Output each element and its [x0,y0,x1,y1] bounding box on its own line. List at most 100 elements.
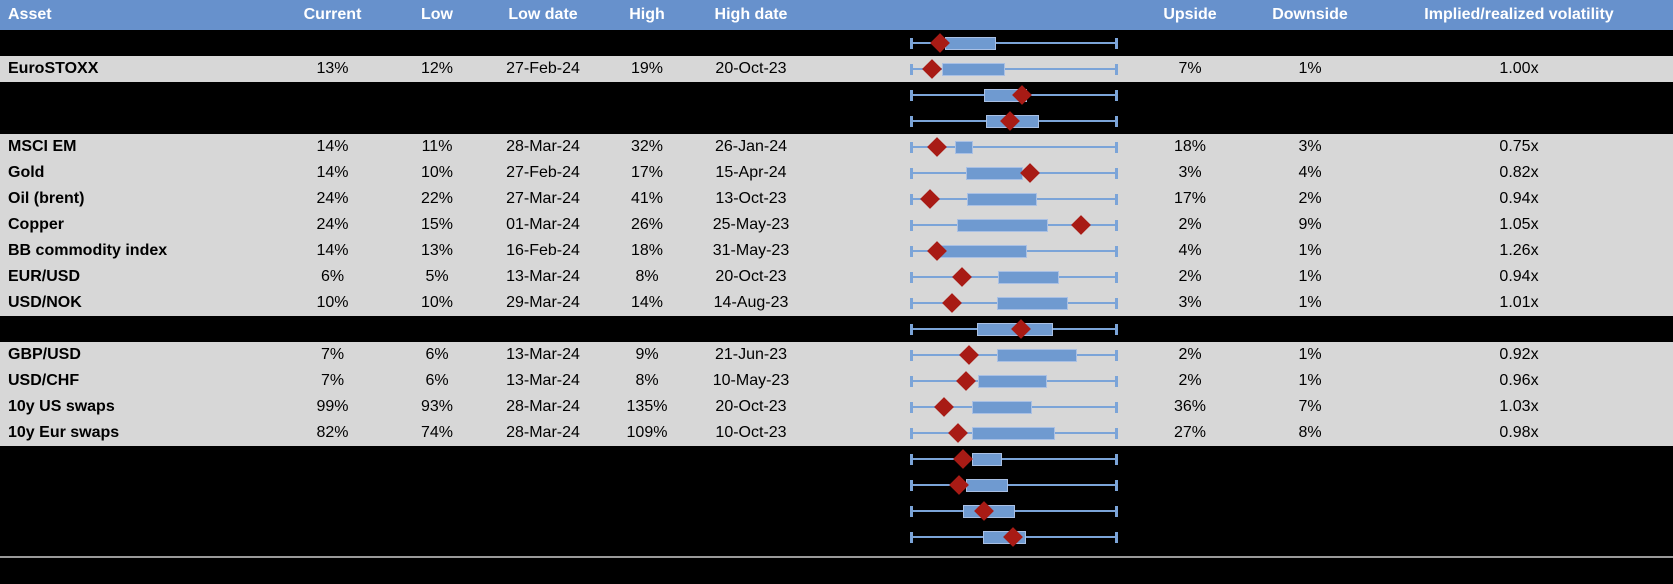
boxplot-cell[interactable] [800,342,1125,368]
cell-implied_realized[interactable] [1365,108,1673,134]
boxplot-cell[interactable] [800,524,1125,550]
cell-high_date[interactable]: 10-Oct-23 [715,424,787,441]
header-cell-downside[interactable]: Downside [1272,6,1348,23]
cell-asset[interactable] [0,472,285,498]
header-cell-current[interactable]: Current [303,6,362,23]
cell-low_date[interactable]: 01-Mar-24 [506,216,580,233]
cell-low_date[interactable] [494,524,592,550]
cell-high_date[interactable]: 20-Oct-23 [715,268,787,285]
cell-current[interactable]: 24% [316,216,349,233]
cell-upside[interactable]: 2% [1178,268,1202,285]
cell-implied_realized[interactable] [1365,524,1673,550]
cell-downside[interactable]: 1% [1298,346,1322,363]
cell-upside[interactable]: 36% [1173,398,1207,415]
cell-low_date[interactable]: 27-Feb-24 [506,60,580,77]
cell-high_date[interactable]: 21-Jun-23 [714,346,788,363]
cell-upside[interactable]: 18% [1173,138,1207,155]
cell-upside[interactable]: 2% [1178,372,1202,389]
cell-low_date[interactable] [494,30,592,56]
cell-implied_realized[interactable]: 0.75x [1499,138,1539,155]
boxplot-cell[interactable] [800,30,1125,56]
cell-low_date[interactable]: 28-Mar-24 [506,424,580,441]
cell-low_date[interactable]: 13-Mar-24 [506,346,580,363]
cell-low_date[interactable]: 28-Mar-24 [506,138,580,155]
cell-low[interactable] [380,316,494,342]
cell-upside[interactable] [1125,524,1255,550]
cell-low[interactable] [380,30,494,56]
cell-high[interactable] [592,472,702,498]
cell-current[interactable]: 7% [320,346,345,363]
boxplot-cell[interactable] [800,186,1125,212]
boxplot-cell[interactable] [800,56,1125,82]
cell-asset[interactable]: USD/NOK [8,294,82,311]
boxplot-cell[interactable] [800,290,1125,316]
cell-low_date[interactable] [494,316,592,342]
cell-upside[interactable] [1125,446,1255,472]
cell-upside[interactable] [1125,472,1255,498]
cell-current[interactable] [285,82,380,108]
cell-high_date[interactable]: 10-May-23 [712,372,790,389]
cell-low_date[interactable]: 27-Feb-24 [506,164,580,181]
cell-high[interactable] [592,316,702,342]
cell-downside[interactable]: 8% [1298,424,1322,441]
cell-downside[interactable]: 2% [1298,190,1322,207]
cell-low[interactable]: 5% [425,268,449,285]
cell-downside[interactable] [1255,108,1365,134]
cell-upside[interactable]: 3% [1178,294,1202,311]
cell-downside[interactable]: 3% [1298,138,1322,155]
cell-low_date[interactable] [494,446,592,472]
cell-implied_realized[interactable]: 0.82x [1499,164,1539,181]
cell-upside[interactable]: 3% [1178,164,1202,181]
boxplot-cell[interactable] [800,394,1125,420]
boxplot-cell[interactable] [800,264,1125,290]
cell-current[interactable] [285,30,380,56]
boxplot-cell[interactable] [800,368,1125,394]
cell-implied_realized[interactable]: 0.92x [1499,346,1539,363]
cell-upside[interactable]: 2% [1178,216,1202,233]
cell-downside[interactable]: 4% [1298,164,1322,181]
cell-implied_realized[interactable] [1365,446,1673,472]
cell-upside[interactable]: 4% [1178,242,1202,259]
cell-implied_realized[interactable] [1365,472,1673,498]
cell-high[interactable] [592,498,702,524]
cell-implied_realized[interactable] [1365,498,1673,524]
cell-high_date[interactable]: 13-Oct-23 [715,190,787,207]
cell-implied_realized[interactable]: 0.98x [1499,424,1539,441]
cell-current[interactable]: 14% [316,242,349,259]
cell-asset[interactable]: MSCI EM [8,138,77,155]
cell-low[interactable]: 74% [420,424,454,441]
cell-downside[interactable]: 9% [1298,216,1322,233]
header-cell-implied_realized[interactable]: Implied/realized volatility [1424,6,1614,23]
cell-implied_realized[interactable]: 0.96x [1499,372,1539,389]
cell-low_date[interactable]: 13-Mar-24 [506,372,580,389]
cell-asset[interactable] [0,82,285,108]
cell-current[interactable]: 10% [316,294,349,311]
cell-high[interactable]: 26% [630,216,664,233]
cell-asset[interactable]: 10y Eur swaps [8,424,120,441]
cell-asset[interactable]: EUR/USD [8,268,81,285]
cell-low[interactable]: 10% [420,294,454,311]
cell-low_date[interactable]: 28-Mar-24 [506,398,580,415]
cell-asset[interactable] [0,498,285,524]
cell-asset[interactable]: GBP/USD [8,346,81,363]
cell-high_date[interactable] [702,524,800,550]
cell-upside[interactable] [1125,316,1255,342]
cell-low_date[interactable] [494,108,592,134]
cell-low[interactable]: 15% [420,216,454,233]
cell-implied_realized[interactable]: 1.05x [1499,216,1539,233]
cell-downside[interactable] [1255,472,1365,498]
cell-current[interactable] [285,498,380,524]
cell-downside[interactable]: 1% [1298,60,1322,77]
cell-high_date[interactable] [702,82,800,108]
cell-implied_realized[interactable] [1365,82,1673,108]
cell-asset[interactable] [0,446,285,472]
cell-low[interactable] [380,108,494,134]
cell-upside[interactable]: 27% [1173,424,1207,441]
cell-downside[interactable]: 1% [1298,372,1322,389]
cell-high[interactable]: 8% [635,268,659,285]
cell-low[interactable]: 22% [420,190,454,207]
cell-current[interactable]: 7% [320,372,345,389]
cell-low[interactable]: 10% [420,164,454,181]
boxplot-cell[interactable] [800,472,1125,498]
cell-downside[interactable] [1255,524,1365,550]
